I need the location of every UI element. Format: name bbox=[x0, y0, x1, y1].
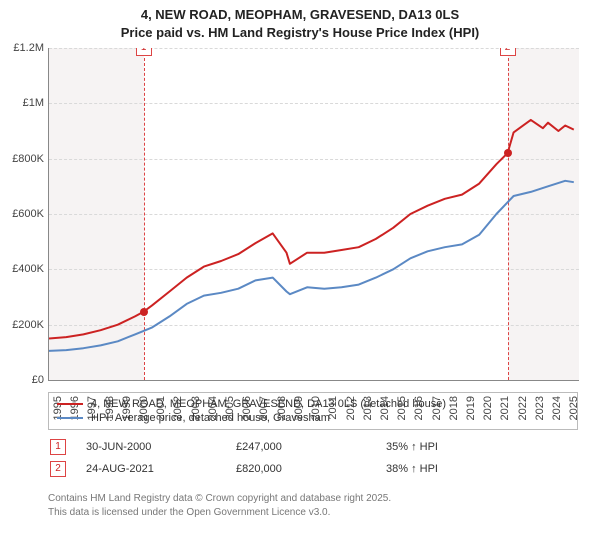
series-svg bbox=[49, 48, 579, 380]
y-tick-label: £1M bbox=[4, 97, 44, 109]
datapoint-row: 1 30-JUN-2000£247,00035% ↑ HPI bbox=[48, 436, 578, 458]
datapoint-date: 24-AUG-2021 bbox=[86, 463, 236, 475]
marker-box: 1 bbox=[136, 48, 152, 56]
legend: 4, NEW ROAD, MEOPHAM, GRAVESEND, DA13 0L… bbox=[48, 392, 578, 430]
y-tick-label: £800K bbox=[4, 153, 44, 165]
footnote: Contains HM Land Registry data © Crown c… bbox=[48, 492, 578, 519]
footnote-line2: This data is licensed under the Open Gov… bbox=[48, 506, 578, 520]
legend-row: HPI: Average price, detached house, Grav… bbox=[57, 411, 569, 425]
y-tick-label: £1.2M bbox=[4, 42, 44, 54]
data-point-dot bbox=[140, 308, 148, 316]
datapoint-delta: 35% ↑ HPI bbox=[386, 441, 536, 453]
legend-label: 4, NEW ROAD, MEOPHAM, GRAVESEND, DA13 0L… bbox=[91, 398, 446, 410]
data-point-dot bbox=[504, 149, 512, 157]
legend-row: 4, NEW ROAD, MEOPHAM, GRAVESEND, DA13 0L… bbox=[57, 397, 569, 411]
title-address: 4, NEW ROAD, MEOPHAM, GRAVESEND, DA13 0L… bbox=[0, 6, 600, 24]
datapoints-table: 1 30-JUN-2000£247,00035% ↑ HPI 2 24-AUG-202… bbox=[48, 436, 578, 480]
footnote-line1: Contains HM Land Registry data © Crown c… bbox=[48, 492, 578, 506]
legend-label: HPI: Average price, detached house, Grav… bbox=[91, 412, 330, 424]
series-price-paid bbox=[49, 120, 574, 339]
y-tick-label: £0 bbox=[4, 374, 44, 386]
datapoint-price: £247,000 bbox=[236, 441, 386, 453]
datapoint-row: 2 24-AUG-2021£820,00038% ↑ HPI bbox=[48, 458, 578, 480]
marker-box: 2 bbox=[500, 48, 516, 56]
legend-swatch bbox=[57, 403, 83, 405]
y-tick-label: £600K bbox=[4, 208, 44, 220]
title-block: 4, NEW ROAD, MEOPHAM, GRAVESEND, DA13 0L… bbox=[0, 0, 600, 41]
datapoint-delta: 38% ↑ HPI bbox=[386, 463, 536, 475]
datapoint-marker: 1 bbox=[50, 439, 66, 455]
y-tick-label: £200K bbox=[4, 319, 44, 331]
title-subtitle: Price paid vs. HM Land Registry's House … bbox=[0, 24, 600, 42]
chart-container: 4, NEW ROAD, MEOPHAM, GRAVESEND, DA13 0L… bbox=[0, 0, 600, 560]
plot: 12 bbox=[49, 48, 579, 380]
legend-swatch bbox=[57, 417, 83, 419]
datapoint-marker: 2 bbox=[50, 461, 66, 477]
datapoint-date: 30-JUN-2000 bbox=[86, 441, 236, 453]
y-tick-label: £400K bbox=[4, 263, 44, 275]
chart-area: 12 £0£200K£400K£600K£800K£1M£1.2M 199519… bbox=[48, 48, 579, 381]
datapoint-price: £820,000 bbox=[236, 463, 386, 475]
series-hpi bbox=[49, 181, 574, 351]
